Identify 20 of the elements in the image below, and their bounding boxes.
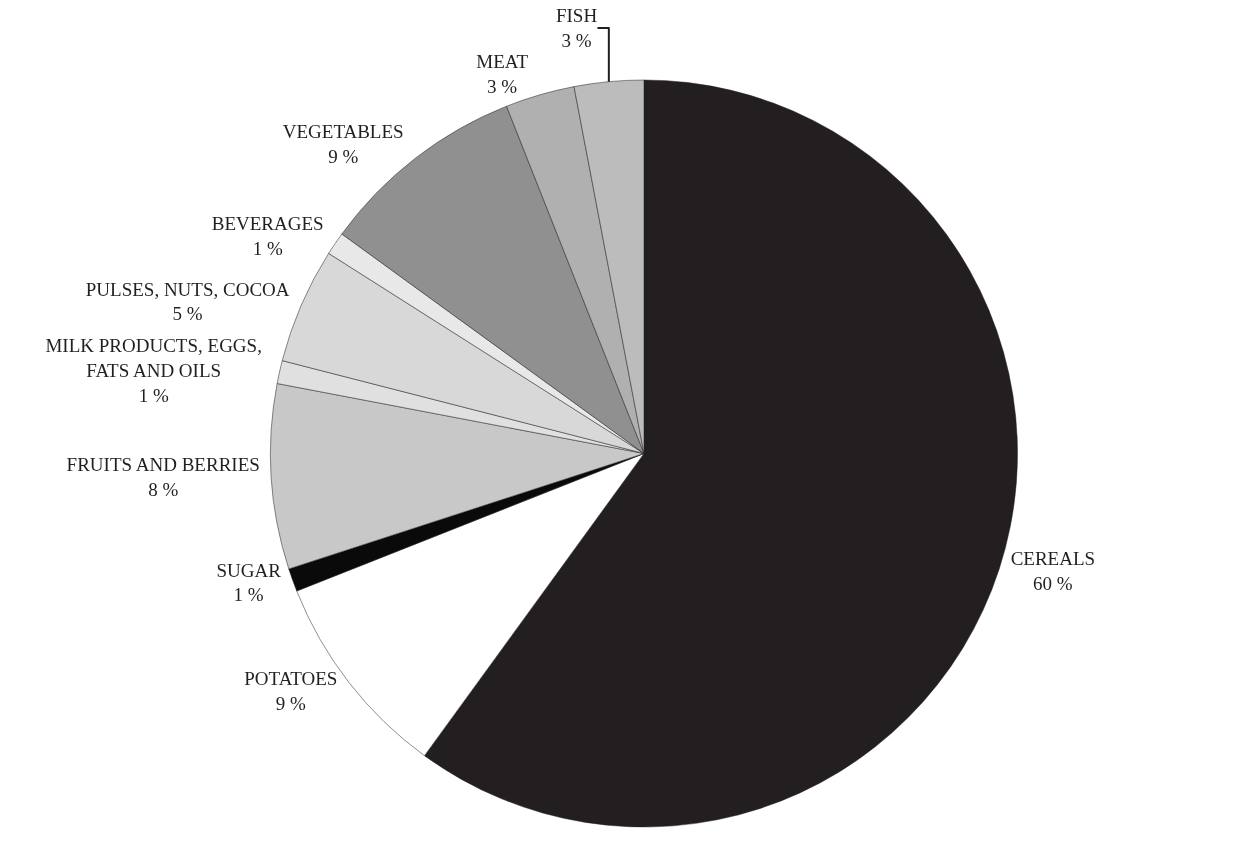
data-label: 9 % — [328, 145, 359, 167]
data-label: 1 % — [138, 384, 169, 406]
slice-label: MILK PRODUCTS, EGGS, FATS AND OILS — [45, 335, 262, 381]
slice-label: SUGAR — [216, 559, 282, 581]
slice-label: FRUITS AND BERRIES — [66, 454, 260, 476]
data-label: 9 % — [275, 692, 307, 714]
slice-label: PULSES, NUTS, COCOA — [85, 278, 290, 300]
slice-label: CEREALS — [1010, 548, 1096, 570]
slice-label: FISH — [555, 5, 598, 27]
slice-label: VEGETABLES — [282, 121, 404, 143]
data-label: 3 % — [561, 29, 592, 51]
slice-label: POTATOES — [244, 668, 338, 690]
data-label: 5 % — [172, 303, 203, 325]
data-label: 1 % — [252, 238, 283, 260]
data-label: 3 % — [487, 75, 518, 97]
slice-label: BEVERAGES — [211, 213, 324, 235]
slice-label: MEAT — [476, 50, 529, 72]
data-label: 8 % — [148, 478, 179, 500]
data-label: 1 % — [233, 584, 264, 606]
data-label: 60 % — [1033, 572, 1073, 594]
